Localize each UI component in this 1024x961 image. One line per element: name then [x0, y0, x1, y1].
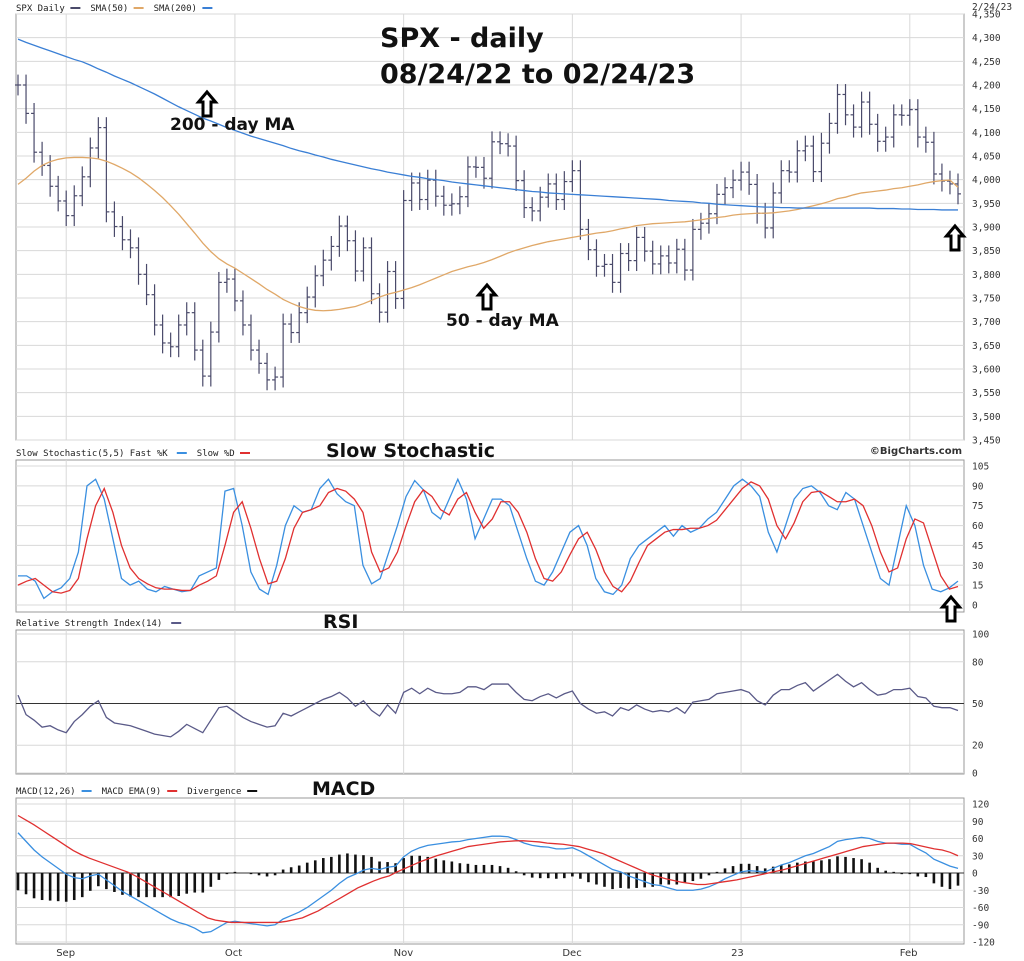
rsi-y-tick-label: 50 [972, 699, 984, 710]
price-y-tick-label: 3,650 [972, 341, 1001, 352]
x-tick-label: Dec [562, 948, 581, 959]
stoch-legend-label: Slow %D [197, 449, 235, 459]
price-y-tick-label: 4,050 [972, 152, 1001, 163]
main-title-line1: SPX - daily [380, 23, 544, 54]
price-y-tick-label: 3,450 [972, 436, 1001, 447]
price-legend-label: SPX Daily [16, 4, 65, 14]
price-y-tick-label: 3,700 [972, 317, 1001, 328]
stoch-y-tick-label: 45 [972, 541, 983, 552]
x-tick-label: Nov [394, 948, 414, 959]
x-tick-label: Feb [900, 948, 918, 959]
legend-rows: SPX Daily SMA(50) SMA(200) Slow Stochastic(… [16, 4, 258, 797]
price-low-arrow-icon [943, 223, 967, 252]
macd-y-tick-label: 0 [972, 869, 978, 880]
rsi-y-tick-label: 0 [972, 769, 978, 780]
price-y-tick-label: 3,900 [972, 223, 1001, 234]
rsi-legend-label: Relative Strength Index(14) [16, 619, 162, 629]
grid-lines [16, 13, 964, 944]
price-y-tick-label: 3,550 [972, 388, 1001, 399]
macd-y-tick-label: -60 [972, 903, 989, 914]
stoch-y-tick-label: 90 [972, 481, 984, 492]
macd-y-tick-label: 120 [972, 800, 989, 811]
rsi-title: RSI [323, 611, 359, 633]
ma50-arrow-icon [475, 282, 499, 311]
price-y-tick-label: 4,000 [972, 175, 1001, 186]
stoch-y-tick-label: 0 [972, 601, 978, 612]
macd-y-tick-label: -90 [972, 920, 989, 931]
price-y-tick-label: 3,750 [972, 294, 1001, 305]
axis-labels: Sep Oct Nov Dec 23 Feb 4,350 4,300 4,250 4,200 4,1… [56, 2, 1012, 959]
macd-legend-label: Divergence [187, 787, 241, 797]
price-y-tick-label: 3,950 [972, 199, 1001, 210]
ma200-arrow-icon [195, 89, 219, 118]
price-legend-label: SMA(200) [154, 4, 197, 14]
macd-y-tick-label: -30 [972, 886, 989, 897]
macd-y-tick-label: 90 [972, 817, 984, 828]
stoch-y-tick-label: 60 [972, 521, 984, 532]
x-tick-label: Sep [56, 948, 75, 959]
stoch-y-tick-label: 75 [972, 501, 983, 512]
plot-marks [15, 38, 961, 934]
macd-ema-line [17, 814, 959, 924]
ma200-label: 200 - day MA [170, 115, 295, 135]
price-y-tick-label: 3,800 [972, 270, 1001, 281]
stoch-y-tick-label: 30 [972, 561, 984, 572]
price-y-tick-label: 4,100 [972, 128, 1001, 139]
macd-title: MACD [312, 778, 376, 800]
slow-d-line [17, 481, 959, 594]
stochastic-low-arrow-icon [939, 594, 963, 623]
ma50-label: 50 - day MA [446, 311, 559, 331]
price-y-tick-label: 4,300 [972, 33, 1001, 44]
copyright-text: ©BigCharts.com [869, 446, 962, 457]
sma200-line [17, 38, 958, 211]
stoch-y-tick-label: 15 [972, 581, 983, 592]
date-label: 2/24/23 [972, 2, 1012, 13]
stoch-y-tick-label: 105 [972, 462, 989, 473]
price-y-tick-label: 4,200 [972, 81, 1001, 92]
price-y-tick-label: 3,850 [972, 246, 1001, 257]
stochastic-panel-frame [15, 459, 965, 613]
price-legend-label: SMA(50) [90, 4, 128, 14]
macd-y-tick-label: -120 [972, 938, 995, 949]
price-y-tick-label: 4,250 [972, 57, 1001, 68]
rsi-line [17, 673, 959, 738]
rsi-panel-frame [15, 629, 965, 775]
price-y-tick-label: 4,150 [972, 104, 1001, 115]
price-y-tick-label: 3,600 [972, 365, 1001, 376]
macd-y-tick-label: 30 [972, 851, 984, 862]
arrow-annotations [195, 89, 967, 623]
stochastic-title: Slow Stochastic [326, 440, 496, 462]
rsi-y-tick-label: 20 [972, 741, 984, 752]
price-y-tick-label: 3,500 [972, 412, 1001, 423]
rsi-y-tick-label: 80 [972, 657, 984, 668]
main-title-line2: 08/24/22 to 02/24/23 [380, 59, 696, 90]
x-tick-label: 23 [731, 948, 744, 959]
stoch-legend-label: Slow Stochastic(5,5) Fast %K [16, 449, 168, 459]
macd-y-tick-label: 60 [972, 834, 984, 845]
rsi-y-tick-label: 100 [972, 630, 989, 641]
macd-legend-label: MACD(12,26) [16, 787, 76, 797]
price-y-tick-label: 4,350 [972, 10, 1001, 21]
macd-legend-label: MACD EMA(9) [102, 787, 162, 797]
macd-line [17, 832, 959, 934]
x-tick-label: Oct [225, 948, 242, 959]
